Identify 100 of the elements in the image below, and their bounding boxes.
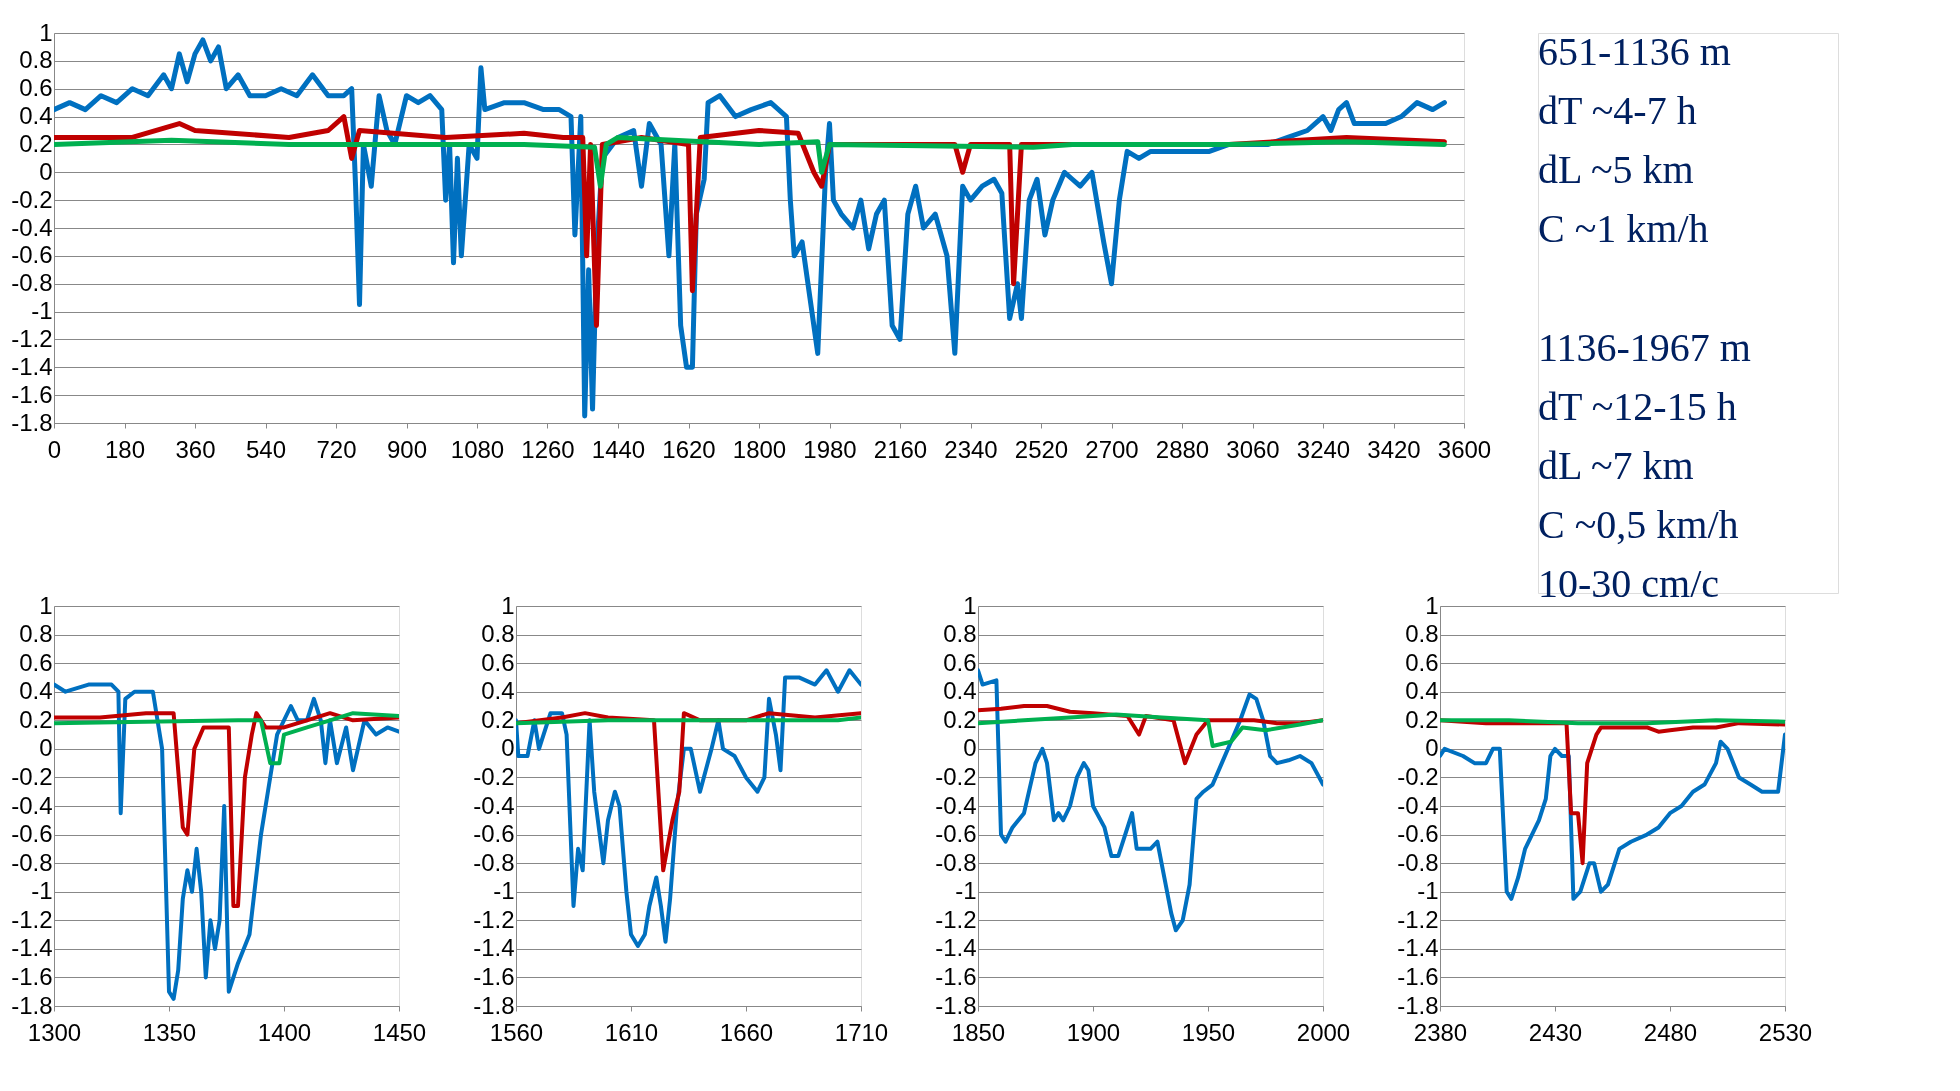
x-tick-label: 360 [175, 435, 216, 463]
y-tick-label: -0.6 [473, 820, 515, 848]
y-tick-label: 0.6 [481, 648, 515, 676]
y-tick-label: -1.4 [1397, 934, 1439, 962]
x-tick-label: 3600 [1437, 435, 1492, 463]
x-tick-label: 900 [386, 435, 428, 463]
line-series [54, 682, 399, 1001]
x-tick-label: 2520 [1014, 435, 1069, 463]
y-tick-label: -0.6 [11, 820, 53, 848]
y-tick-label: 1 [963, 591, 977, 619]
y-tick-label: 0.2 [1405, 705, 1439, 733]
y-tick-label: 1 [39, 18, 53, 46]
y-tick-label: 0.2 [19, 705, 53, 733]
x-tick-label: 2530 [1758, 1018, 1813, 1046]
text: 651-1136 m [1538, 29, 1731, 74]
text: C ~0,5 km/h [1538, 502, 1739, 547]
x-tick-label: 2880 [1155, 435, 1210, 463]
line-series [516, 668, 861, 948]
x-tick-label: 1660 [719, 1018, 774, 1046]
y-tick-label: 0.8 [481, 620, 515, 648]
x-tick-label: 1620 [662, 435, 716, 463]
y-tick-label: 1 [501, 591, 515, 619]
y-tick-label: -1 [31, 877, 53, 905]
y-tick-label: -0.8 [473, 848, 515, 876]
y-tick-label: 0.4 [481, 677, 515, 705]
y-tick-label: 0 [963, 734, 977, 762]
y-tick-label: -1.4 [935, 934, 977, 962]
y-tick-label: -1.2 [11, 905, 53, 933]
y-tick-label: 0.6 [943, 648, 977, 676]
x-tick-label: 1800 [732, 435, 787, 463]
y-tick-label: -0.4 [1397, 791, 1439, 819]
x-tick-label: 3060 [1226, 435, 1280, 463]
line-series [978, 712, 1323, 748]
y-tick-label: 0.4 [1405, 677, 1439, 705]
y-tick-label: -1.6 [11, 380, 53, 408]
y-tick-label: 0.6 [19, 648, 53, 676]
y-tick-label: 0.6 [1405, 648, 1439, 676]
y-tick-label: -1.8 [1397, 991, 1439, 1019]
y-tick-label: -0.8 [11, 848, 53, 876]
x-tick-label: 1440 [591, 435, 646, 463]
y-tick-label: -0.4 [473, 791, 515, 819]
y-tick-label: -1.8 [473, 991, 515, 1019]
x-tick-label: 1400 [257, 1018, 312, 1046]
text: 1136-1967 m [1538, 325, 1751, 370]
x-tick-label: 2160 [873, 435, 928, 463]
y-tick-label: 0.2 [19, 129, 53, 157]
y-tick-label: -0.2 [11, 762, 53, 790]
x-tick-label: 1350 [142, 1018, 197, 1046]
x-tick-label: 1850 [951, 1018, 1006, 1046]
x-tick-label: 1300 [27, 1018, 82, 1046]
x-tick-label: 1260 [521, 435, 575, 463]
x-tick-label: 3420 [1367, 435, 1421, 463]
y-tick-label: -0.6 [935, 820, 977, 848]
line-series [54, 711, 399, 766]
y-tick-label: -1.8 [11, 408, 53, 436]
y-tick-label: 0 [39, 734, 53, 762]
y-tick-label: -1.2 [473, 905, 515, 933]
x-tick-label: 2380 [1413, 1018, 1468, 1046]
y-tick-label: -1 [31, 297, 53, 325]
line-series [1440, 732, 1785, 901]
y-tick-label: -0.4 [935, 791, 977, 819]
y-tick-label: -1.2 [935, 905, 977, 933]
y-tick-label: -1 [955, 877, 977, 905]
y-tick-label: -1.4 [11, 934, 53, 962]
line-series [54, 711, 399, 908]
y-tick-label: 0.4 [19, 677, 53, 705]
x-tick-label: 2340 [944, 435, 998, 463]
y-tick-label: -1 [493, 877, 515, 905]
y-tick-label: -0.8 [935, 848, 977, 876]
y-tick-label: -1.4 [473, 934, 515, 962]
text: C ~1 km/h [1538, 206, 1709, 251]
y-tick-label: -1.2 [1397, 905, 1439, 933]
y-tick-label: -1.6 [935, 962, 977, 990]
text: dL ~7 km [1538, 443, 1694, 488]
text: dT ~12-15 h [1538, 384, 1737, 429]
y-tick-label: 0.2 [943, 705, 977, 733]
x-tick-label: 540 [245, 435, 287, 463]
x-tick-label: 2700 [1085, 435, 1139, 463]
y-tick-label: -0.8 [11, 269, 53, 297]
text: dL ~5 km [1538, 147, 1694, 192]
y-tick-label: -1.4 [11, 352, 53, 380]
y-tick-label: 0.2 [481, 705, 515, 733]
y-tick-label: -1.6 [11, 962, 53, 990]
y-tick-label: -0.2 [473, 762, 515, 790]
x-tick-label: 180 [104, 435, 146, 463]
y-tick-label: -1.6 [1397, 962, 1439, 990]
y-tick-label: 0.8 [19, 620, 53, 648]
x-tick-label: 1980 [803, 435, 857, 463]
y-tick-label: 0.4 [19, 102, 53, 130]
y-tick-label: -1 [1417, 877, 1439, 905]
y-tick-label: -0.4 [11, 213, 53, 241]
y-tick-label: -1.6 [473, 962, 515, 990]
x-tick-label: 1950 [1181, 1018, 1236, 1046]
x-tick-label: 3240 [1296, 435, 1351, 463]
y-tick-label: -0.2 [935, 762, 977, 790]
line-series [978, 668, 1323, 933]
x-tick-label: 2480 [1643, 1018, 1698, 1046]
x-tick-label: 2000 [1296, 1018, 1351, 1046]
y-tick-label: -1.2 [11, 324, 53, 352]
y-tick-label: 1 [39, 591, 53, 619]
